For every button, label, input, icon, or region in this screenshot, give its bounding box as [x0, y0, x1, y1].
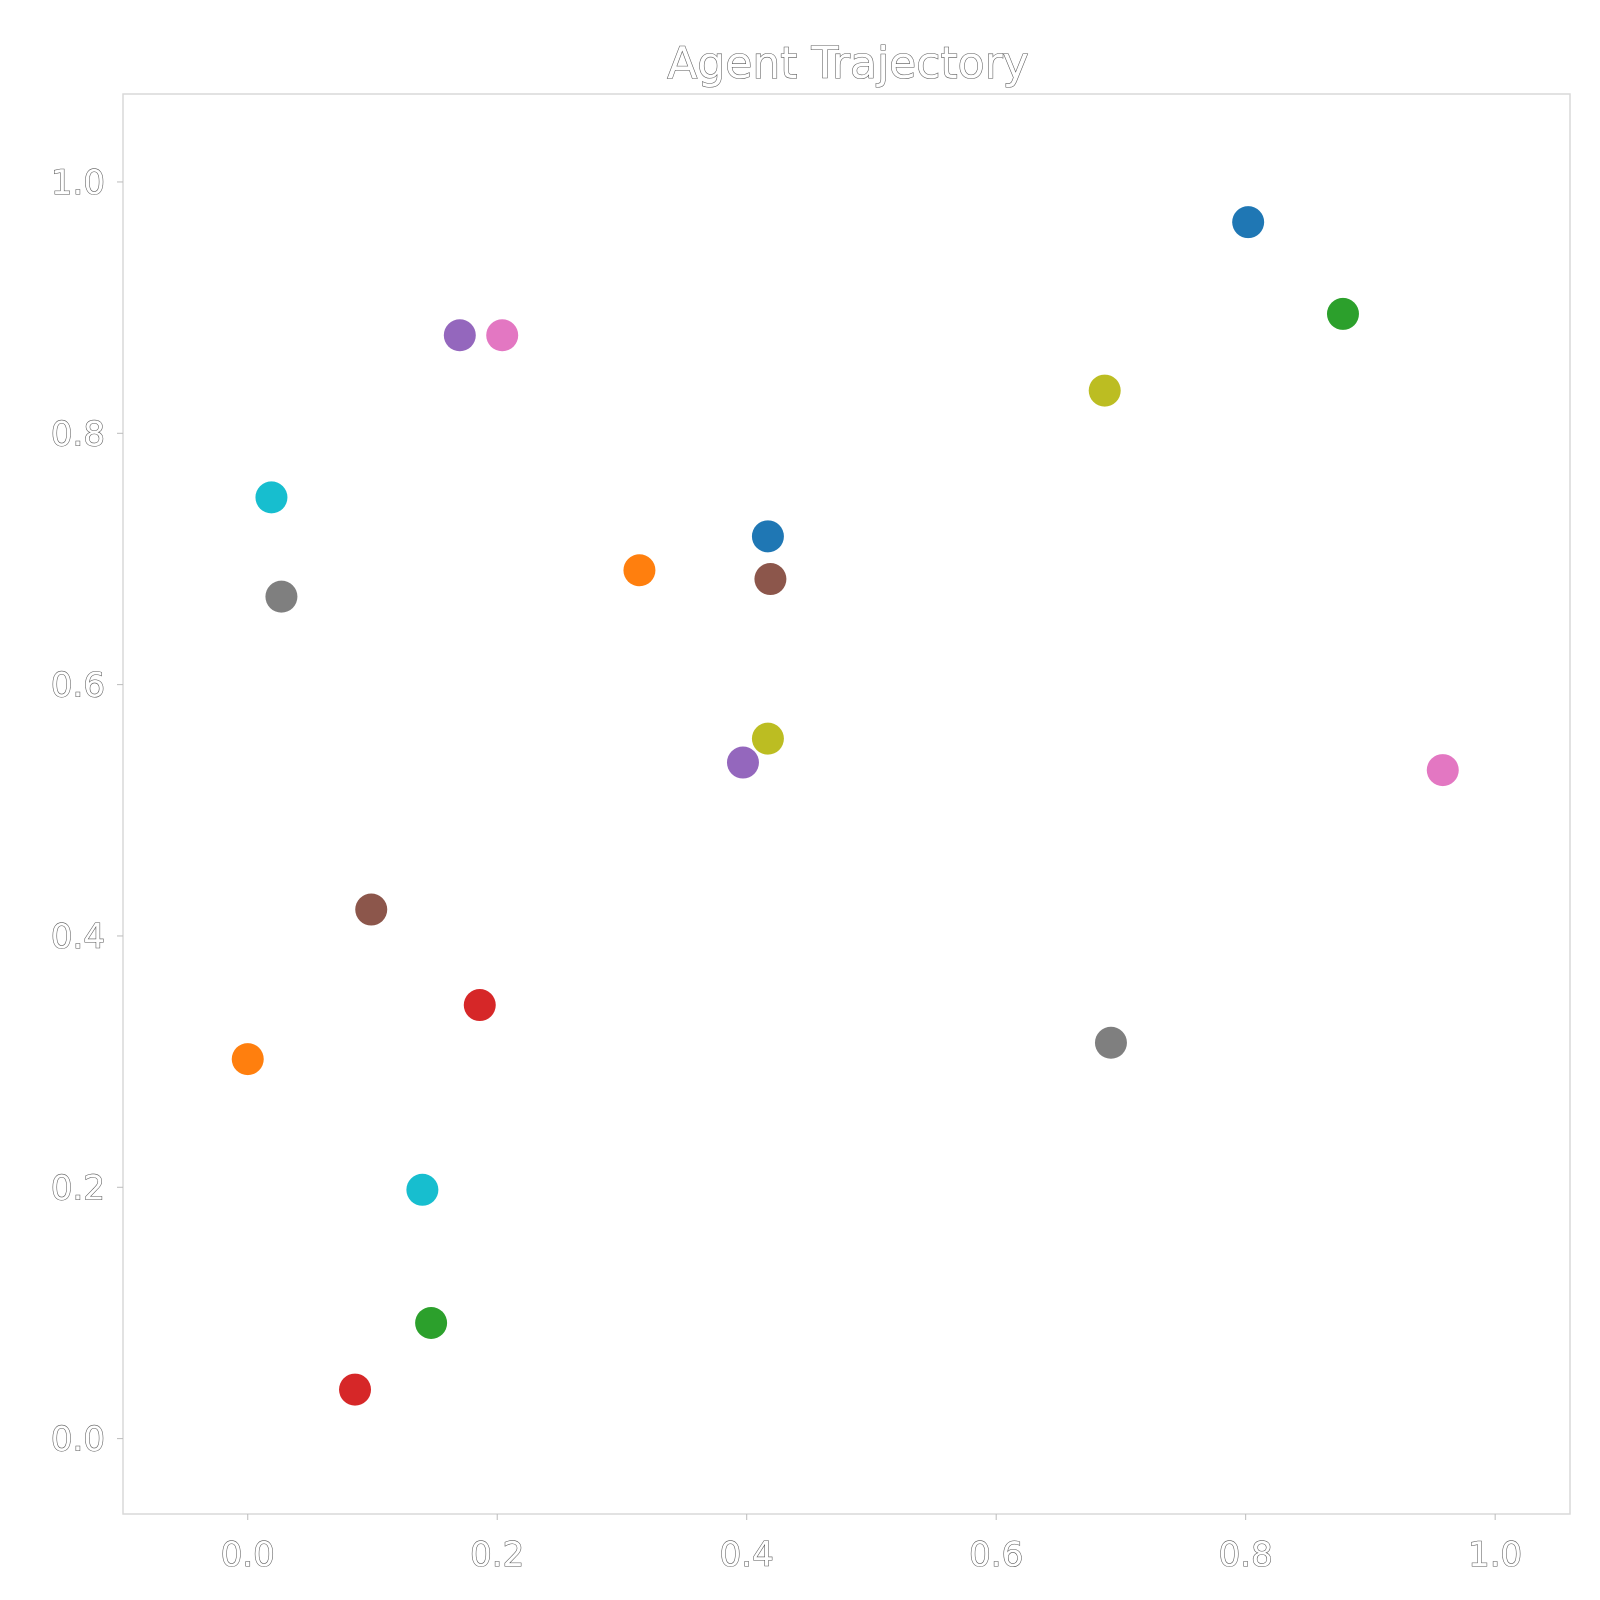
data-point — [623, 554, 656, 587]
data-point — [443, 319, 476, 352]
data-points — [231, 206, 1459, 1406]
data-point — [1326, 297, 1359, 330]
x-tick-label: 0.2 — [470, 1535, 524, 1575]
y-tick-label: 0.4 — [51, 917, 105, 957]
y-tick-label: 0.8 — [51, 414, 105, 454]
y-tick-label: 0.2 — [51, 1168, 105, 1208]
data-point — [406, 1173, 439, 1206]
chart-title: Agent Trajectory — [667, 38, 1028, 89]
y-tick-label: 1.0 — [51, 163, 105, 203]
x-tick-label: 0.8 — [1219, 1535, 1273, 1575]
data-point — [1232, 206, 1265, 239]
data-point — [1426, 754, 1459, 787]
x-tick-label: 1.0 — [1468, 1535, 1522, 1575]
data-point — [339, 1373, 372, 1406]
data-point — [415, 1306, 448, 1339]
data-point — [355, 893, 388, 926]
data-point — [751, 722, 784, 755]
y-axis: 0.0 0.2 0.4 0.6 0.8 1.0 — [50, 162, 123, 1460]
data-point — [265, 580, 298, 613]
plot-frame — [122, 93, 1571, 1515]
x-tick-label: 0.0 — [221, 1535, 275, 1575]
y-tick-label: 0.0 — [51, 1420, 105, 1460]
data-point — [751, 520, 784, 553]
y-tick-label: 0.6 — [51, 666, 105, 706]
data-point — [1088, 374, 1121, 407]
data-point — [754, 563, 787, 596]
x-tick-label: 0.4 — [720, 1535, 774, 1575]
data-point — [231, 1043, 264, 1076]
data-point — [463, 989, 496, 1022]
data-point — [486, 319, 519, 352]
x-tick-label: 0.6 — [969, 1535, 1023, 1575]
x-axis: 0.0 0.2 0.4 0.6 0.8 1.0 — [220, 1514, 1523, 1576]
data-point — [255, 481, 288, 514]
data-point — [726, 746, 759, 779]
data-point — [1094, 1026, 1127, 1059]
